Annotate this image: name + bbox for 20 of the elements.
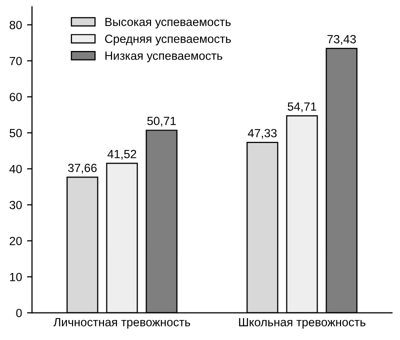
legend-label: Высокая успеваемость xyxy=(105,18,231,28)
y-tick-label: 20 xyxy=(10,236,22,246)
y-tick-label: 80 xyxy=(10,20,22,30)
y-tick-label: 40 xyxy=(9,164,22,174)
legend-label: Средняя успеваемость xyxy=(105,34,231,46)
data-label: 41,52 xyxy=(108,150,136,160)
y-tick-label: 30 xyxy=(10,200,22,210)
data-label: 73,43 xyxy=(327,34,356,45)
y-tick-label: 70 xyxy=(10,56,22,66)
y-tick-label: 10 xyxy=(10,272,22,282)
data-label: 54,71 xyxy=(288,102,316,112)
data-label: 50,71 xyxy=(147,116,176,127)
data-label: 37,66 xyxy=(68,164,97,174)
x-tick-label: Личностная тревожность xyxy=(54,318,190,329)
data-label: 47,33 xyxy=(248,128,277,139)
y-tick-label: 0 xyxy=(16,308,22,318)
y-tick-label: 60 xyxy=(10,92,22,102)
y-tick-label: 50 xyxy=(10,128,22,138)
x-tick-label: Школьная тревожность xyxy=(239,318,366,329)
legend-label: Низкая успеваемость xyxy=(105,52,222,62)
